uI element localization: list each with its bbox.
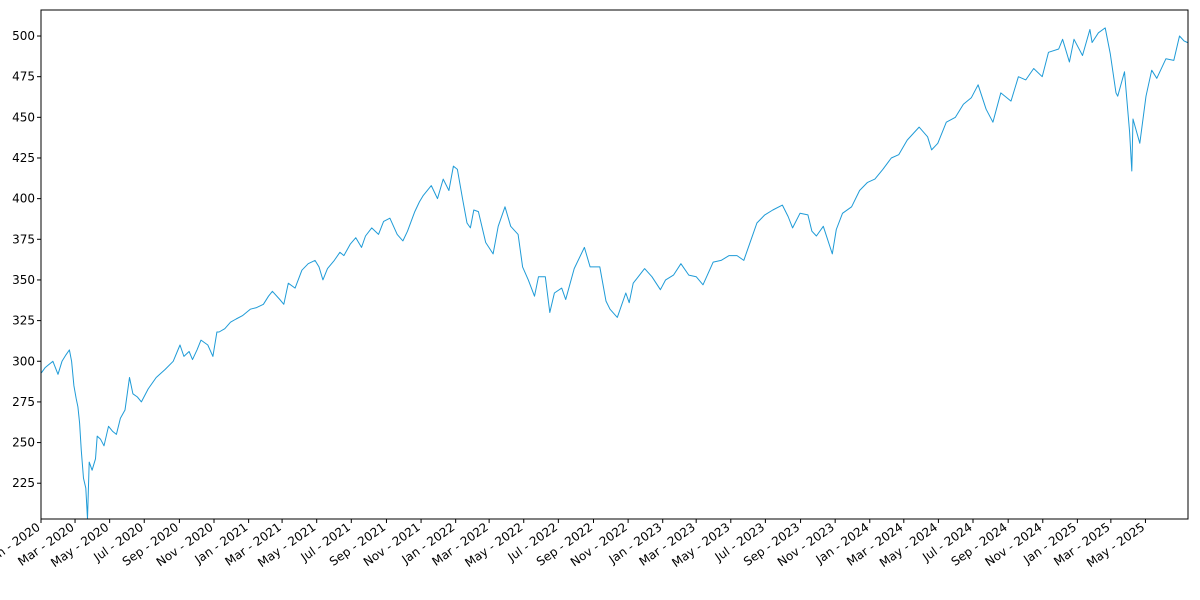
y-axis-ticks: 225 250 275 300 325 350 375 400 425 450 475 500 <box>12 29 41 490</box>
y-tick-label: 375 <box>12 232 35 246</box>
series-line <box>41 27 1188 520</box>
y-tick-label: 350 <box>12 273 35 287</box>
y-tick-label: 325 <box>12 314 35 328</box>
plot-frame <box>40 9 1189 520</box>
y-tick-label: 250 <box>12 436 35 450</box>
y-tick-label: 475 <box>12 70 35 84</box>
y-tick-label: 400 <box>12 192 35 206</box>
y-tick-label: 275 <box>12 395 35 409</box>
y-tick-label: 425 <box>12 151 35 165</box>
y-tick-label: 225 <box>12 476 35 490</box>
y-tick-label: 450 <box>12 110 35 124</box>
y-tick-label: 300 <box>12 354 35 368</box>
series-layer <box>41 27 1188 520</box>
y-tick-label: 500 <box>12 29 35 43</box>
